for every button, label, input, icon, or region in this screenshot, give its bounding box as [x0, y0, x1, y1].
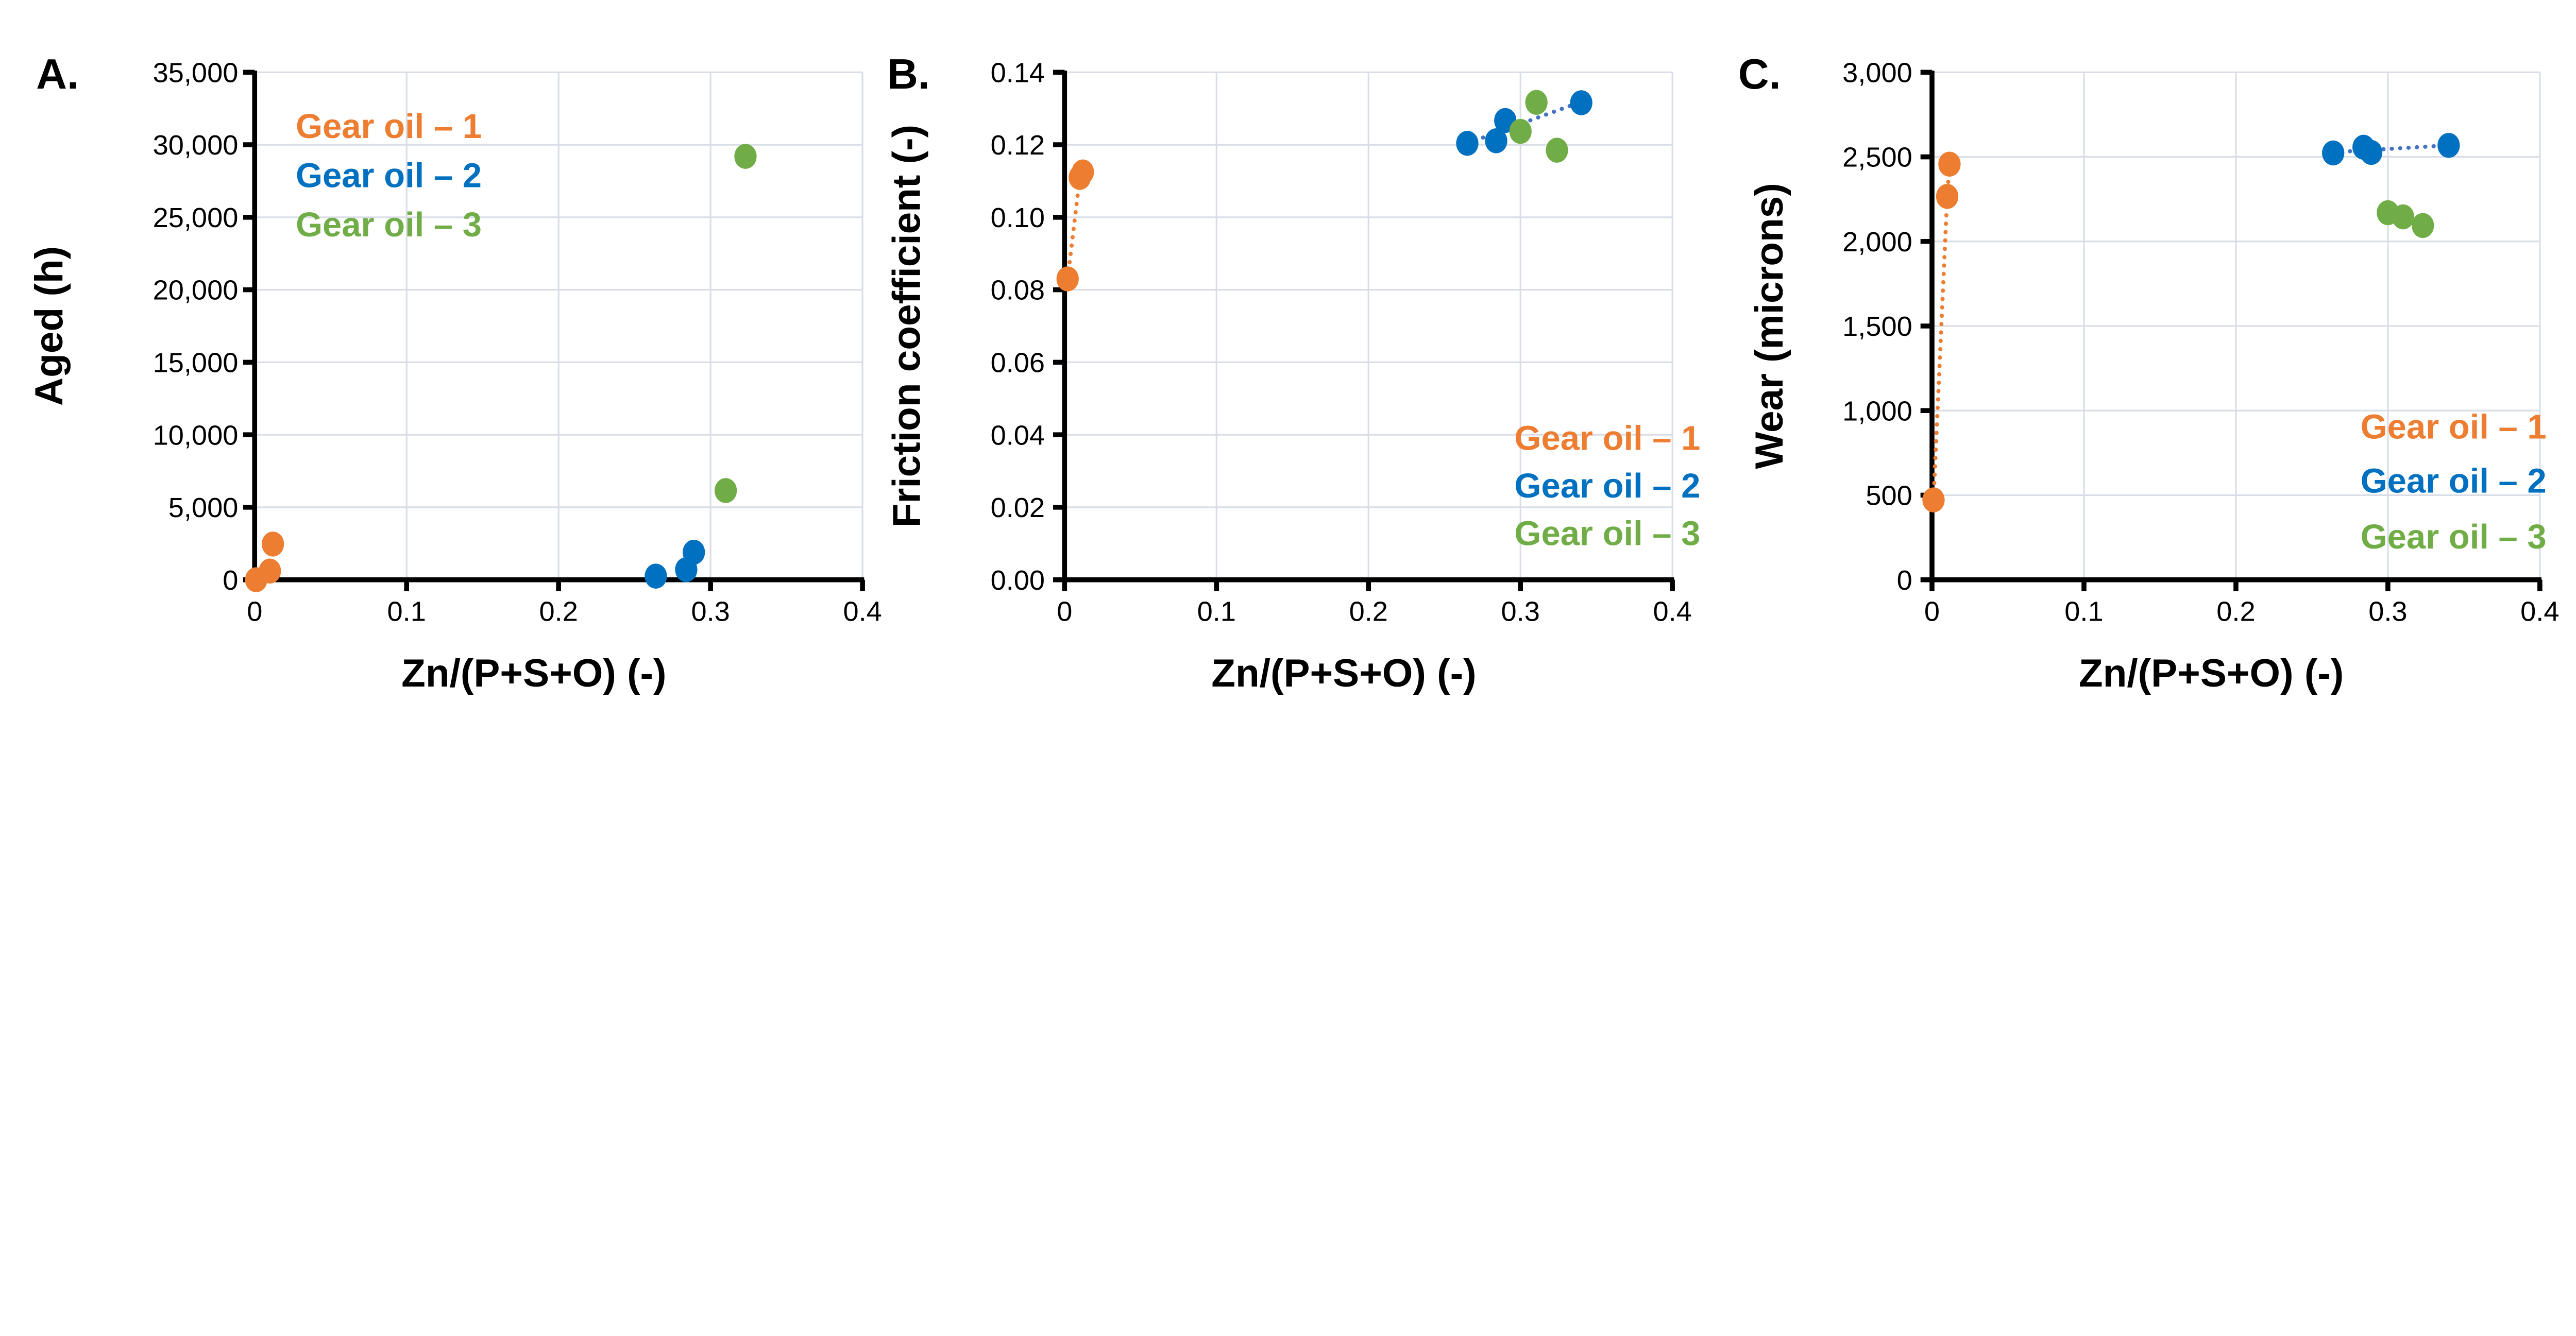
legend-entry: Gear oil – 2 — [2361, 462, 2547, 501]
data-point — [1922, 487, 1945, 512]
x-axis-title: Zn/(P+S+O) (-) — [401, 652, 666, 695]
legend-entry: Gear oil – 2 — [296, 157, 482, 195]
series-gear-oil-2 — [2322, 132, 2460, 166]
panel-label: B. — [887, 50, 930, 98]
x-tick-label: 0.4 — [2520, 596, 2559, 627]
y-tick-label: 10,000 — [153, 420, 239, 451]
trendline — [2331, 143, 2451, 155]
x-tick-label: 0.4 — [843, 596, 882, 627]
x-tick-label: 0.3 — [691, 596, 730, 627]
x-tick-label: 0.2 — [2216, 596, 2255, 627]
y-tick-label: 500 — [1866, 481, 1912, 511]
x-tick-label: 0 — [1924, 596, 1940, 627]
panel-label: A. — [36, 50, 79, 98]
data-point — [1938, 151, 1961, 177]
legend-entry: Gear oil – 1 — [2361, 407, 2547, 446]
y-tick-label: 15,000 — [153, 348, 239, 379]
x-tick-label: 0.3 — [2368, 596, 2407, 627]
y-tick-label: 0.10 — [991, 202, 1045, 233]
x-tick-label: 0.3 — [1501, 596, 1540, 627]
data-point — [1936, 184, 1959, 209]
legend-entry: Gear oil – 2 — [1514, 467, 1700, 505]
y-tick-label: 0.00 — [991, 565, 1045, 596]
data-point — [2437, 132, 2460, 158]
y-tick-label: 0.06 — [991, 348, 1045, 379]
chart-panel-c: 0 500 1,000 1,500 2,000 2,500 3,000 0 0.1 0.2 0.3 0… — [1738, 50, 2560, 695]
series-gear-oil-1 — [245, 532, 284, 592]
series-gear-oil-2 — [645, 539, 705, 589]
y-tick-label: 2,000 — [1842, 227, 1912, 258]
data-point — [259, 558, 281, 584]
y-tick-label: 0.02 — [991, 492, 1045, 523]
data-point — [714, 478, 737, 503]
x-tick-label: 0.2 — [1349, 596, 1388, 627]
y-axis-title: Friction coefficient (-) — [885, 125, 929, 527]
y-tick-label: 35,000 — [153, 57, 239, 88]
y-axis-title: Aged (h) — [27, 246, 71, 406]
x-tick-label: 0.1 — [1197, 596, 1236, 627]
data-point — [261, 532, 284, 557]
data-point — [645, 563, 667, 589]
data-point — [1056, 266, 1079, 292]
y-tick-label: 20,000 — [153, 275, 239, 306]
data-point — [1546, 138, 1568, 163]
data-point — [2412, 213, 2434, 238]
y-tick-label: 1,000 — [1842, 396, 1912, 426]
data-point — [2392, 204, 2415, 230]
x-tick-label: 0 — [1057, 596, 1072, 627]
series-gear-oil-3 — [1509, 90, 1568, 163]
data-point — [1456, 131, 1479, 156]
data-point — [683, 539, 705, 565]
x-tick-label: 0.1 — [2064, 596, 2103, 627]
y-tick-label: 25,000 — [153, 202, 239, 233]
x-axis-title: Zn/(P+S+O) (-) — [2079, 652, 2344, 695]
legend-entry: Gear oil – 3 — [2361, 518, 2547, 556]
x-tick-label: 0.2 — [539, 596, 578, 627]
data-point — [734, 144, 757, 169]
data-point — [2322, 140, 2345, 166]
y-tick-label: 0.14 — [991, 57, 1045, 88]
series-gear-oil-1 — [1922, 151, 1961, 512]
x-tick-label: 0.1 — [387, 596, 426, 627]
chart-panel-a: 0 5,000 10,000 15,000 20,000 25,000 30,000 35,0… — [27, 50, 882, 695]
y-tick-label: 0.12 — [991, 130, 1045, 161]
x-tick-label: 0.4 — [1653, 596, 1692, 627]
data-point — [1525, 90, 1548, 115]
data-point — [1485, 128, 1507, 153]
y-tick-label: 0 — [223, 565, 238, 596]
y-axis-title: Wear (microns) — [1748, 183, 1791, 469]
y-tick-label: 3,000 — [1842, 57, 1912, 88]
series-gear-oil-1 — [1056, 159, 1094, 292]
chart-panel-b: 0.00 0.02 0.04 0.06 0.08 0.10 0.12 0.14 0 0.1 0.2 0… — [885, 50, 1701, 695]
series-connector-line — [1931, 162, 1952, 502]
data-point — [1072, 159, 1094, 185]
y-tick-label: 0.08 — [991, 275, 1045, 306]
data-point — [2360, 140, 2383, 165]
series-gear-oil-3 — [714, 144, 757, 503]
panel-label: C. — [1738, 50, 1781, 98]
legend-entry: Gear oil – 3 — [1514, 515, 1700, 553]
legend-entry: Gear oil – 1 — [1514, 419, 1700, 458]
data-point — [1509, 118, 1532, 144]
legend-entry: Gear oil – 1 — [296, 107, 482, 146]
y-tick-label: 2,500 — [1842, 142, 1912, 173]
figure: 0 5,000 10,000 15,000 20,000 25,000 30,000 35,0… — [27, 50, 2560, 695]
y-tick-label: 5,000 — [168, 492, 239, 523]
series-gear-oil-3 — [2377, 200, 2434, 238]
x-tick-label: 0 — [247, 596, 262, 627]
x-axis-title: Zn/(P+S+O) (-) — [1211, 652, 1476, 695]
y-tick-label: 30,000 — [153, 130, 239, 161]
legend-entry: Gear oil – 3 — [296, 205, 482, 244]
y-tick-label: 1,500 — [1842, 311, 1912, 342]
y-tick-label: 0.04 — [991, 420, 1045, 451]
y-tick-label: 0 — [1897, 565, 1912, 596]
data-point — [1570, 90, 1592, 115]
